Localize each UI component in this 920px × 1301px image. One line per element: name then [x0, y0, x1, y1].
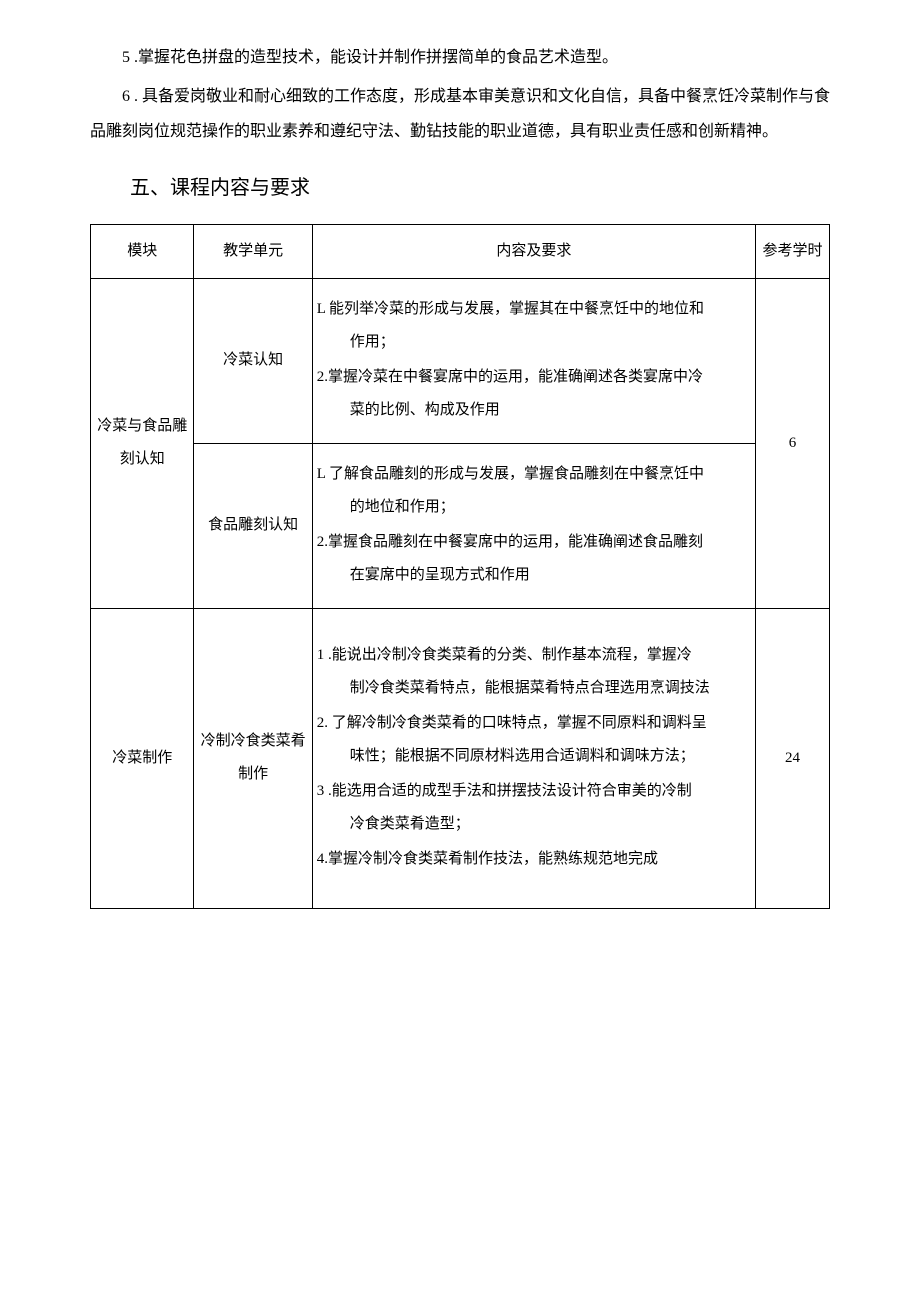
item-sub: 在宴席中的呈现方式和作用 [335, 559, 751, 592]
header-module: 模块 [91, 224, 194, 278]
header-hours: 参考学时 [756, 224, 830, 278]
item-text: .能说出冷制冷食类菜肴的分类、制作基本流程，掌握冷 [324, 647, 692, 663]
paragraph-5: 5 .掌握花色拼盘的造型技术，能设计并制作拼摆简单的食品艺术造型。 [90, 40, 830, 75]
cell-module: 冷菜制作 [91, 608, 194, 908]
item-prefix: 2. [317, 369, 328, 385]
content-item: 1 .能说出冷制冷食类菜肴的分类、制作基本流程，掌握冷 制冷食类菜肴特点，能根据… [317, 639, 751, 705]
cell-unit: 冷制冷食类菜肴制作 [194, 608, 312, 908]
cell-content: 1 .能说出冷制冷食类菜肴的分类、制作基本流程，掌握冷 制冷食类菜肴特点，能根据… [312, 608, 755, 908]
item-sub: 作用； [335, 326, 751, 359]
header-content: 内容及要求 [312, 224, 755, 278]
item-text: 掌握冷制冷食类菜肴制作技法，能熟练规范地完成 [328, 851, 658, 867]
cell-hours: 6 [756, 278, 830, 608]
item-sub: 制冷食类菜肴特点，能根据菜肴特点合理选用烹调技法 [335, 672, 751, 705]
content-item: 2. 了解冷制冷食类菜肴的口味特点，掌握不同原料和调料呈 味性；能根据不同原材料… [317, 707, 751, 773]
content-item: L 了解食品雕刻的形成与发展，掌握食品雕刻在中餐烹饪中 的地位和作用； [317, 458, 751, 524]
item-sub: 菜的比例、构成及作用 [335, 394, 751, 427]
item-text: 掌握冷菜在中餐宴席中的运用，能准确阐述各类宴席中冷 [328, 369, 703, 385]
item-prefix: 4. [317, 851, 328, 867]
table-header-row: 模块 教学单元 内容及要求 参考学时 [91, 224, 830, 278]
item-text: 了解冷制冷食类菜肴的口味特点，掌握不同原料和调料呈 [328, 715, 707, 731]
table-row: 冷菜制作 冷制冷食类菜肴制作 1 .能说出冷制冷食类菜肴的分类、制作基本流程，掌… [91, 608, 830, 908]
item-sub: 味性；能根据不同原材料选用合适调料和调味方法； [335, 740, 751, 773]
item-prefix: L [317, 301, 329, 317]
item-text: 能列举冷菜的形成与发展，掌握其在中餐烹饪中的地位和 [329, 301, 704, 317]
cell-content: L 能列举冷菜的形成与发展，掌握其在中餐烹饪中的地位和 作用； 2.掌握冷菜在中… [312, 278, 755, 443]
item-sub: 冷食类菜肴造型； [335, 808, 751, 841]
cell-unit: 冷菜认知 [194, 278, 312, 443]
item-text: 掌握食品雕刻在中餐宴席中的运用，能准确阐述食品雕刻 [328, 534, 703, 550]
content-item: 3 .能选用合适的成型手法和拼摆技法设计符合审美的冷制 冷食类菜肴造型； [317, 775, 751, 841]
item-prefix: 2. [317, 715, 328, 731]
header-unit: 教学单元 [194, 224, 312, 278]
cell-content: L 了解食品雕刻的形成与发展，掌握食品雕刻在中餐烹饪中 的地位和作用； 2.掌握… [312, 443, 755, 608]
section-title: 五、课程内容与要求 [130, 170, 830, 206]
table-row: 冷菜与食品雕刻认知 冷菜认知 L 能列举冷菜的形成与发展，掌握其在中餐烹饪中的地… [91, 278, 830, 443]
course-content-table: 模块 教学单元 内容及要求 参考学时 冷菜与食品雕刻认知 冷菜认知 L 能列举冷… [90, 224, 830, 909]
table-row: 食品雕刻认知 L 了解食品雕刻的形成与发展，掌握食品雕刻在中餐烹饪中 的地位和作… [91, 443, 830, 608]
item-prefix: L [317, 466, 329, 482]
item-prefix: 2. [317, 534, 328, 550]
item-sub: 的地位和作用； [335, 491, 751, 524]
item-text: .能选用合适的成型手法和拼摆技法设计符合审美的冷制 [324, 783, 692, 799]
content-item: 4.掌握冷制冷食类菜肴制作技法，能熟练规范地完成 [317, 843, 751, 876]
content-item: L 能列举冷菜的形成与发展，掌握其在中餐烹饪中的地位和 作用； [317, 293, 751, 359]
content-item: 2.掌握食品雕刻在中餐宴席中的运用，能准确阐述食品雕刻 在宴席中的呈现方式和作用 [317, 526, 751, 592]
cell-hours: 24 [756, 608, 830, 908]
cell-unit: 食品雕刻认知 [194, 443, 312, 608]
item-text: 了解食品雕刻的形成与发展，掌握食品雕刻在中餐烹饪中 [329, 466, 704, 482]
paragraph-6: 6 . 具备爱岗敬业和耐心细致的工作态度，形成基本审美意识和文化自信，具备中餐烹… [90, 79, 830, 149]
content-item: 2.掌握冷菜在中餐宴席中的运用，能准确阐述各类宴席中冷 菜的比例、构成及作用 [317, 361, 751, 427]
cell-module: 冷菜与食品雕刻认知 [91, 278, 194, 608]
